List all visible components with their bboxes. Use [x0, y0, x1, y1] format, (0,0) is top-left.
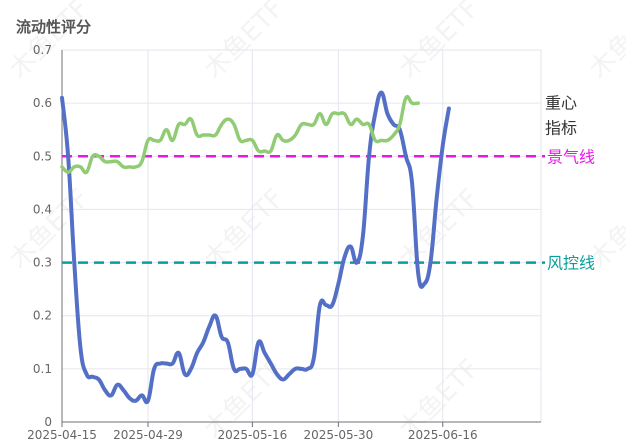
chart-title: 流动性评分 [16, 18, 91, 36]
watermark-text: 木鱼ETF [394, 0, 485, 85]
watermark-text: 木鱼ETF [199, 0, 290, 85]
y-tick-label: 0.2 [33, 309, 52, 323]
x-tick-label: 2025-04-15 [27, 428, 97, 442]
series-label: 指标 [545, 118, 577, 137]
reference-line-label: 风控线 [547, 254, 595, 273]
series-line [60, 94, 420, 175]
x-tick-label: 2025-04-29 [113, 428, 183, 442]
y-tick-label: 0 [44, 415, 52, 429]
x-tick-label: 2025-05-16 [217, 428, 287, 442]
watermark-text: 木鱼ETF [199, 184, 290, 275]
reference-line-label: 景气线 [547, 147, 595, 166]
y-tick-label: 0.3 [33, 256, 52, 270]
series-line [60, 90, 451, 405]
y-tick-label: 0.7 [33, 43, 52, 57]
series-lines [60, 90, 451, 405]
y-tick-label: 0.4 [33, 202, 52, 216]
watermark-text: 木鱼ETF [584, 0, 626, 85]
series-label: 重心 [545, 93, 577, 112]
x-tick-label: 2025-06-16 [408, 428, 478, 442]
y-tick-label: 0.6 [33, 96, 52, 110]
axes: 0 0.1 0.2 0.3 0.4 0.5 0.6 0.7 2025-04-15 2025-04-… [27, 43, 541, 442]
x-tick-label: 2025-05-30 [303, 428, 373, 442]
y-tick-label: 0.5 [33, 149, 52, 163]
y-tick-label: 0.1 [33, 362, 52, 376]
watermark-text: 木鱼ETF [394, 184, 485, 275]
